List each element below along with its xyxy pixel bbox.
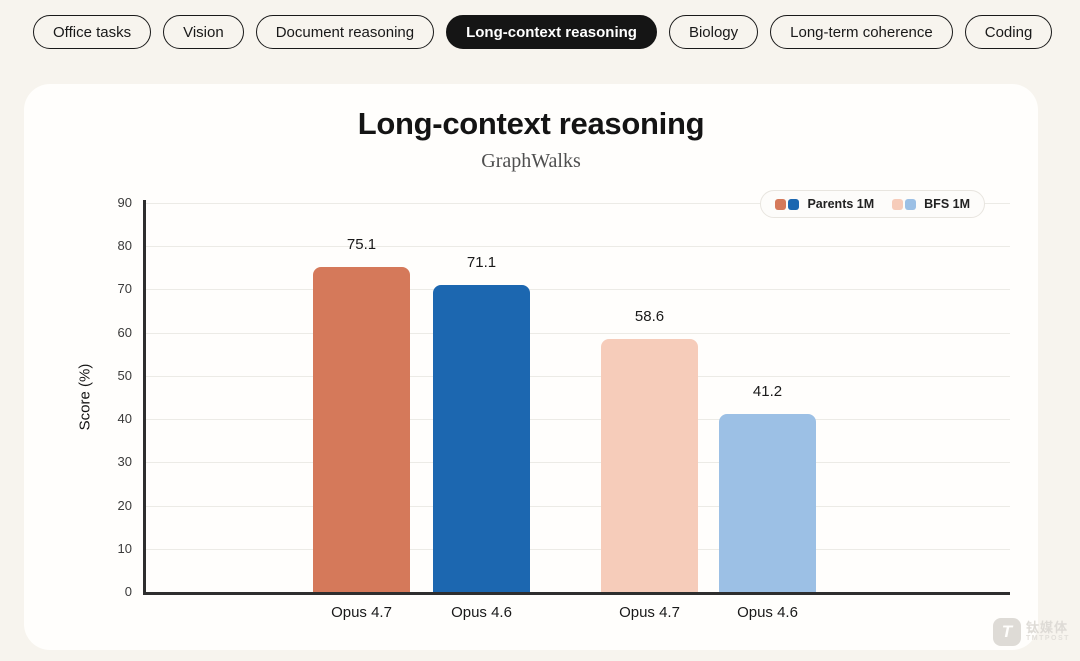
bar-value-label: 41.2 — [752, 382, 783, 400]
y-tick-label: 60 — [117, 324, 132, 340]
gridline — [146, 375, 1010, 377]
legend-entry: Parents 1M — [775, 197, 874, 211]
y-tick-label: 20 — [117, 497, 132, 513]
bar-value-label: 75.1 — [346, 236, 377, 254]
legend-entry: BFS 1M — [892, 197, 970, 211]
x-axis-line — [143, 592, 1010, 595]
legend-swatch — [788, 198, 800, 210]
bar — [719, 413, 816, 592]
tmtpost-logo-icon: T — [993, 618, 1021, 646]
y-tick-label: 70 — [117, 281, 132, 297]
gridline — [146, 246, 1010, 248]
bar — [601, 338, 698, 592]
gridline — [146, 462, 1010, 464]
gridline — [146, 203, 1010, 204]
y-tick-label: 80 — [117, 238, 132, 254]
tab-long-term-coherence[interactable]: Long-term coherence — [770, 15, 953, 49]
tmtpost-name-en: TMTPOST — [1026, 635, 1070, 642]
bar-value-label: 58.6 — [634, 307, 665, 325]
tab-office-tasks[interactable]: Office tasks — [33, 15, 152, 49]
tab-coding[interactable]: Coding — [964, 15, 1053, 49]
y-tick-label: 90 — [117, 195, 132, 210]
tab-vision[interactable]: Vision — [163, 15, 244, 49]
legend-swatch — [775, 198, 787, 210]
x-category-label: Opus 4.7 — [619, 604, 680, 621]
y-tick-label: 40 — [117, 411, 132, 427]
bar-chart: Score (%) Parents 1M BFS 1M 0 10 20 30 40 50 60… — [24, 84, 1038, 650]
tmtpost-name-cn: 钛媒体 — [1026, 620, 1069, 635]
tab-long-context-reasoning[interactable]: Long-context reasoning — [446, 15, 657, 49]
bar — [433, 284, 530, 592]
chart-title: Long-context reasoning — [357, 106, 705, 141]
legend-swatch — [905, 198, 917, 210]
gridline — [146, 419, 1010, 421]
tmtpost-watermark-text: 钛媒体 TMTPOST — [1026, 621, 1070, 643]
tmtpost-watermark: T 钛媒体 TMTPOST — [993, 618, 1070, 646]
gridline — [146, 505, 1010, 507]
x-category-label: Opus 4.6 — [737, 604, 798, 621]
gridline — [146, 332, 1010, 334]
gridline — [146, 548, 1010, 550]
benchmark-tab-bar: Office tasks Vision Document reasoning L… — [33, 15, 1053, 49]
x-category-label: Opus 4.6 — [451, 604, 512, 621]
y-tick-label: 0 — [124, 584, 132, 599]
bar-value-label: 71.1 — [466, 253, 497, 271]
legend-swatch — [892, 198, 904, 210]
legend-label: Parents 1M — [807, 197, 875, 211]
chart-subtitle: GraphWalks — [481, 150, 581, 172]
y-tick-label: 50 — [117, 367, 132, 383]
legend-label: BFS 1M — [924, 197, 970, 211]
y-tick-label: 30 — [117, 454, 132, 470]
x-category-label: Opus 4.7 — [331, 604, 392, 621]
tab-document-reasoning[interactable]: Document reasoning — [255, 15, 435, 49]
y-axis-line — [143, 200, 146, 595]
gridline — [146, 289, 1010, 291]
legend: Parents 1M BFS 1M — [760, 190, 985, 218]
chart-card: Long-context reasoning GraphWalks Score … — [24, 84, 1038, 650]
y-tick-label: 10 — [117, 540, 132, 556]
tab-biology[interactable]: Biology — [668, 15, 759, 49]
bar — [313, 267, 410, 592]
